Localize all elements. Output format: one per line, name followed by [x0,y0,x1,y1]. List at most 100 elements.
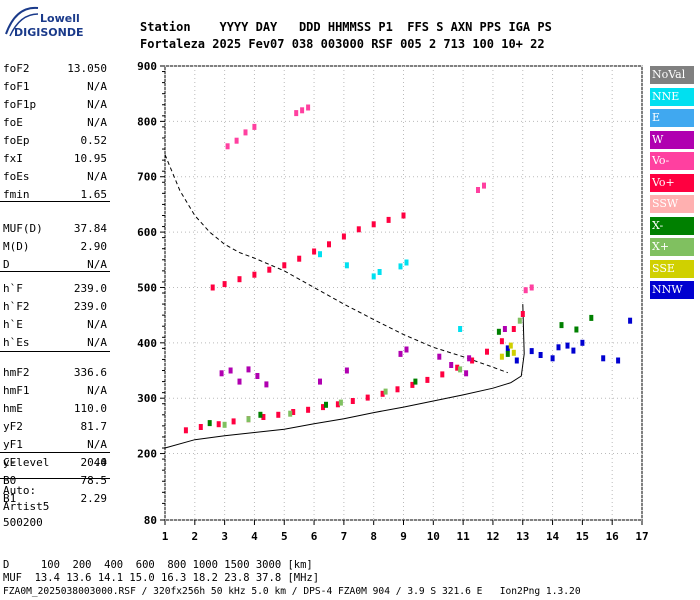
legend-item-w: W [650,130,694,149]
x-tick-label: 15 [576,530,589,543]
echo-point-nnw [529,348,534,355]
logo-line2: DIGISONDE [14,26,84,39]
echo-point-vo- [276,411,281,418]
param-name: fxI [3,152,23,165]
footer-file-info: FZA0M_2025038003000.RSF / 320fx256h 50 k… [3,586,581,597]
echo-point-vo- [455,364,460,371]
param-name: fmin [3,188,30,201]
param-value: 2.90 [80,240,108,253]
echo-point-vo- [476,187,480,193]
echo-point-vo- [261,414,266,420]
param-row-yf2: yF2 81.7 [3,420,107,434]
y-tick-label: 700 [137,171,157,184]
footer-muf-row: MUF 13.4 13.6 14.1 15.0 16.3 18.2 23.8 3… [3,572,320,584]
param-name: foF1 [3,80,30,93]
echo-point-w [464,370,469,377]
echo-point-vo- [395,386,400,393]
echo-point-nne [318,251,322,258]
echo-point-w [219,370,224,377]
y-tick-label: 900 [137,60,157,73]
legend-item-ssw: SSW [650,195,694,213]
echo-point-vo- [386,216,391,223]
param-name: foEp [3,134,30,147]
param-row-b1: B1 2.29 [3,492,107,506]
param-value: 78.5 [80,474,108,487]
y-tick-label: 500 [137,281,157,294]
echo-point-nne [377,269,382,275]
echo-point-x- [222,421,227,428]
echo-point-nne [458,326,463,332]
param-value: 44 [93,456,107,469]
legend-item-vo-: Vo- [650,152,694,170]
echo-point-x- [207,420,212,427]
echo-point-vo- [306,104,311,111]
echo-point-vo- [294,110,299,117]
echo-point-x- [496,328,501,335]
echo-point-x- [258,411,263,418]
echo-point-vo- [341,233,346,240]
separator-line [0,271,110,272]
x-tick-label: 12 [486,530,499,543]
echo-point-vo- [523,287,528,294]
param-name: foF2 [3,62,30,75]
echo-point-nnw [571,347,576,354]
param-value: 37.84 [73,222,107,235]
echo-point-vo- [529,284,534,291]
y-tick-label: 400 [137,337,157,350]
x-tick-label: 11 [457,530,471,543]
echo-point-vo- [335,401,340,408]
plot-frame [164,65,643,521]
separator-line [0,452,110,453]
echo-point-x- [338,399,343,406]
param-value: N/A [87,318,107,331]
echo-point-w [398,350,403,357]
param-value: N/A [87,258,107,271]
echo-point-nne [371,273,376,280]
param-row-hmf2: hmF2 336.6 [3,366,107,380]
echo-point-x- [413,378,418,385]
echo-point-vo- [300,107,305,114]
x-tick-label: 3 [221,530,228,543]
x-tick-label: 10 [427,530,440,543]
echo-point-nnw [601,355,606,362]
param-value: N/A [87,80,107,93]
echo-point-nne [344,262,349,269]
param-value: 239.0 [73,282,107,295]
echo-point-vo- [410,381,415,388]
echo-point-w [502,326,507,332]
x-tick-label: 8 [370,530,377,543]
param-name: M(D) [3,240,30,253]
echo-point-vo- [440,371,445,378]
echo-point-vo- [401,212,406,219]
echo-point-vo- [306,406,311,413]
param-value: 81.7 [80,420,108,433]
param-value: 336.6 [73,366,107,379]
echo-point-vo- [371,221,376,228]
param-value: N/A [87,170,107,183]
param-value: 10.95 [73,152,107,165]
echo-point-x- [288,410,293,417]
echo-point-x- [517,317,522,324]
echo-point-sse [508,342,513,349]
echo-point-vo- [237,276,242,283]
y-tick-label: 600 [137,226,157,239]
echo-point-vo- [380,390,385,397]
param-row-foes: foEs N/A [3,170,107,184]
echo-point-vo- [321,404,325,411]
param-name: foF1p [3,98,37,111]
legend-item-noval: NoVal [650,66,694,84]
param-name: B0 [3,474,17,487]
param-name: h`Es [3,336,30,349]
x-tick-label: 13 [516,530,529,543]
echo-point-w [404,346,409,353]
echo-point-vo- [297,255,302,262]
x-tick-label: 17 [635,530,648,543]
y-tick-label: 80 [144,514,157,527]
param-name: yF1 [3,438,23,451]
echo-point-vo- [312,248,317,255]
echo-point-vo- [282,262,287,269]
echo-point-vo- [252,271,257,278]
param-name: hmF1 [3,384,30,397]
logo-line1: Lowell [40,12,80,25]
